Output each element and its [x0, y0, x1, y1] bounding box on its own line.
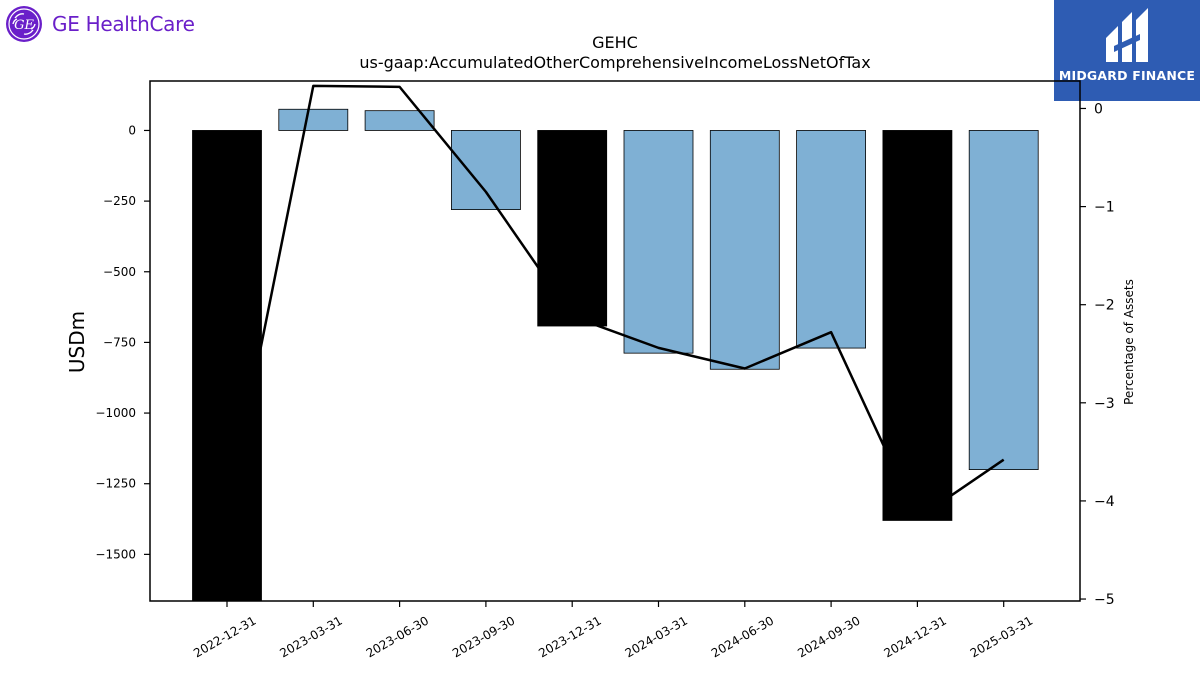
- y-tick-label: −750: [103, 335, 136, 349]
- x-tick-label: 2024-12-31: [881, 613, 948, 660]
- svg-text:GE: GE: [14, 18, 34, 33]
- plot-frame: [149, 80, 1081, 602]
- chart-title: GEHC: [592, 33, 638, 52]
- percentage-line: [225, 84, 1005, 520]
- midgard-emblem-icon: [1106, 8, 1148, 62]
- x-tick-label: 2025-03-31: [968, 613, 1035, 660]
- bar-2025-03-31: [968, 130, 1039, 470]
- y-tick-label: −250: [103, 194, 136, 208]
- y2-tick-label: −3: [1094, 396, 1115, 412]
- x-tick-label: 2023-12-31: [536, 613, 603, 660]
- bar-2022-12-31: [192, 130, 262, 602]
- y-tick-label: −1000: [95, 406, 136, 420]
- bar-2023-06-30: [364, 110, 435, 131]
- y-tick-label: −500: [103, 265, 136, 279]
- y-tick-label: 0: [128, 123, 136, 137]
- y-axis-label: USDm: [65, 311, 89, 373]
- x-tick-label: 2022-12-31: [191, 613, 258, 660]
- bar-2024-06-30: [709, 130, 780, 370]
- bar-2023-03-31: [278, 108, 349, 131]
- y2-axis-ticks: 0 −1 −2 −3 −4 −5: [1080, 101, 1115, 608]
- watermark-logo: MIDGARD FINANCE: [1054, 0, 1200, 101]
- y-tick-label: −1250: [95, 477, 136, 491]
- y2-tick-label: −5: [1094, 592, 1115, 608]
- x-tick-label: 2024-06-30: [709, 613, 776, 660]
- bar-2024-09-30: [796, 130, 866, 349]
- bar-2024-03-31: [623, 130, 694, 354]
- y2-tick-label: −4: [1094, 494, 1115, 510]
- company-name: GE HealthCare: [52, 12, 195, 36]
- y2-tick-label: −1: [1094, 200, 1115, 216]
- y2-tick-label: −2: [1094, 298, 1115, 314]
- y2-axis-label: Percentage of Assets: [1122, 279, 1136, 405]
- bar-2023-12-31: [537, 130, 608, 327]
- x-tick-label: 2023-06-30: [364, 613, 431, 660]
- bar-2024-12-31: [882, 130, 953, 521]
- x-tick-label: 2024-09-30: [795, 613, 862, 660]
- y-axis-ticks: 0 −250 −500 −750 −1000 −1250 −1500: [95, 123, 150, 561]
- bar-2023-09-30: [450, 130, 521, 210]
- y2-tick-label: 0: [1094, 101, 1103, 117]
- x-tick-label: 2023-03-31: [277, 613, 344, 660]
- chart-subtitle: us-gaap:AccumulatedOtherComprehensiveInc…: [359, 53, 870, 72]
- line-series: [225, 84, 1005, 520]
- company-logo: GE GE HealthCare: [5, 5, 195, 43]
- y-tick-label: −1500: [95, 547, 136, 561]
- bar-series: [192, 108, 1039, 602]
- x-tick-label: 2023-09-30: [450, 613, 517, 660]
- x-tick-label: 2024-03-31: [623, 613, 690, 660]
- watermark-text: MIDGARD FINANCE: [1058, 68, 1196, 83]
- ge-monogram-icon: GE: [6, 6, 42, 42]
- x-axis-ticks: 2022-12-31 2023-03-31 2023-06-30 2023-09-30…: [191, 601, 1035, 660]
